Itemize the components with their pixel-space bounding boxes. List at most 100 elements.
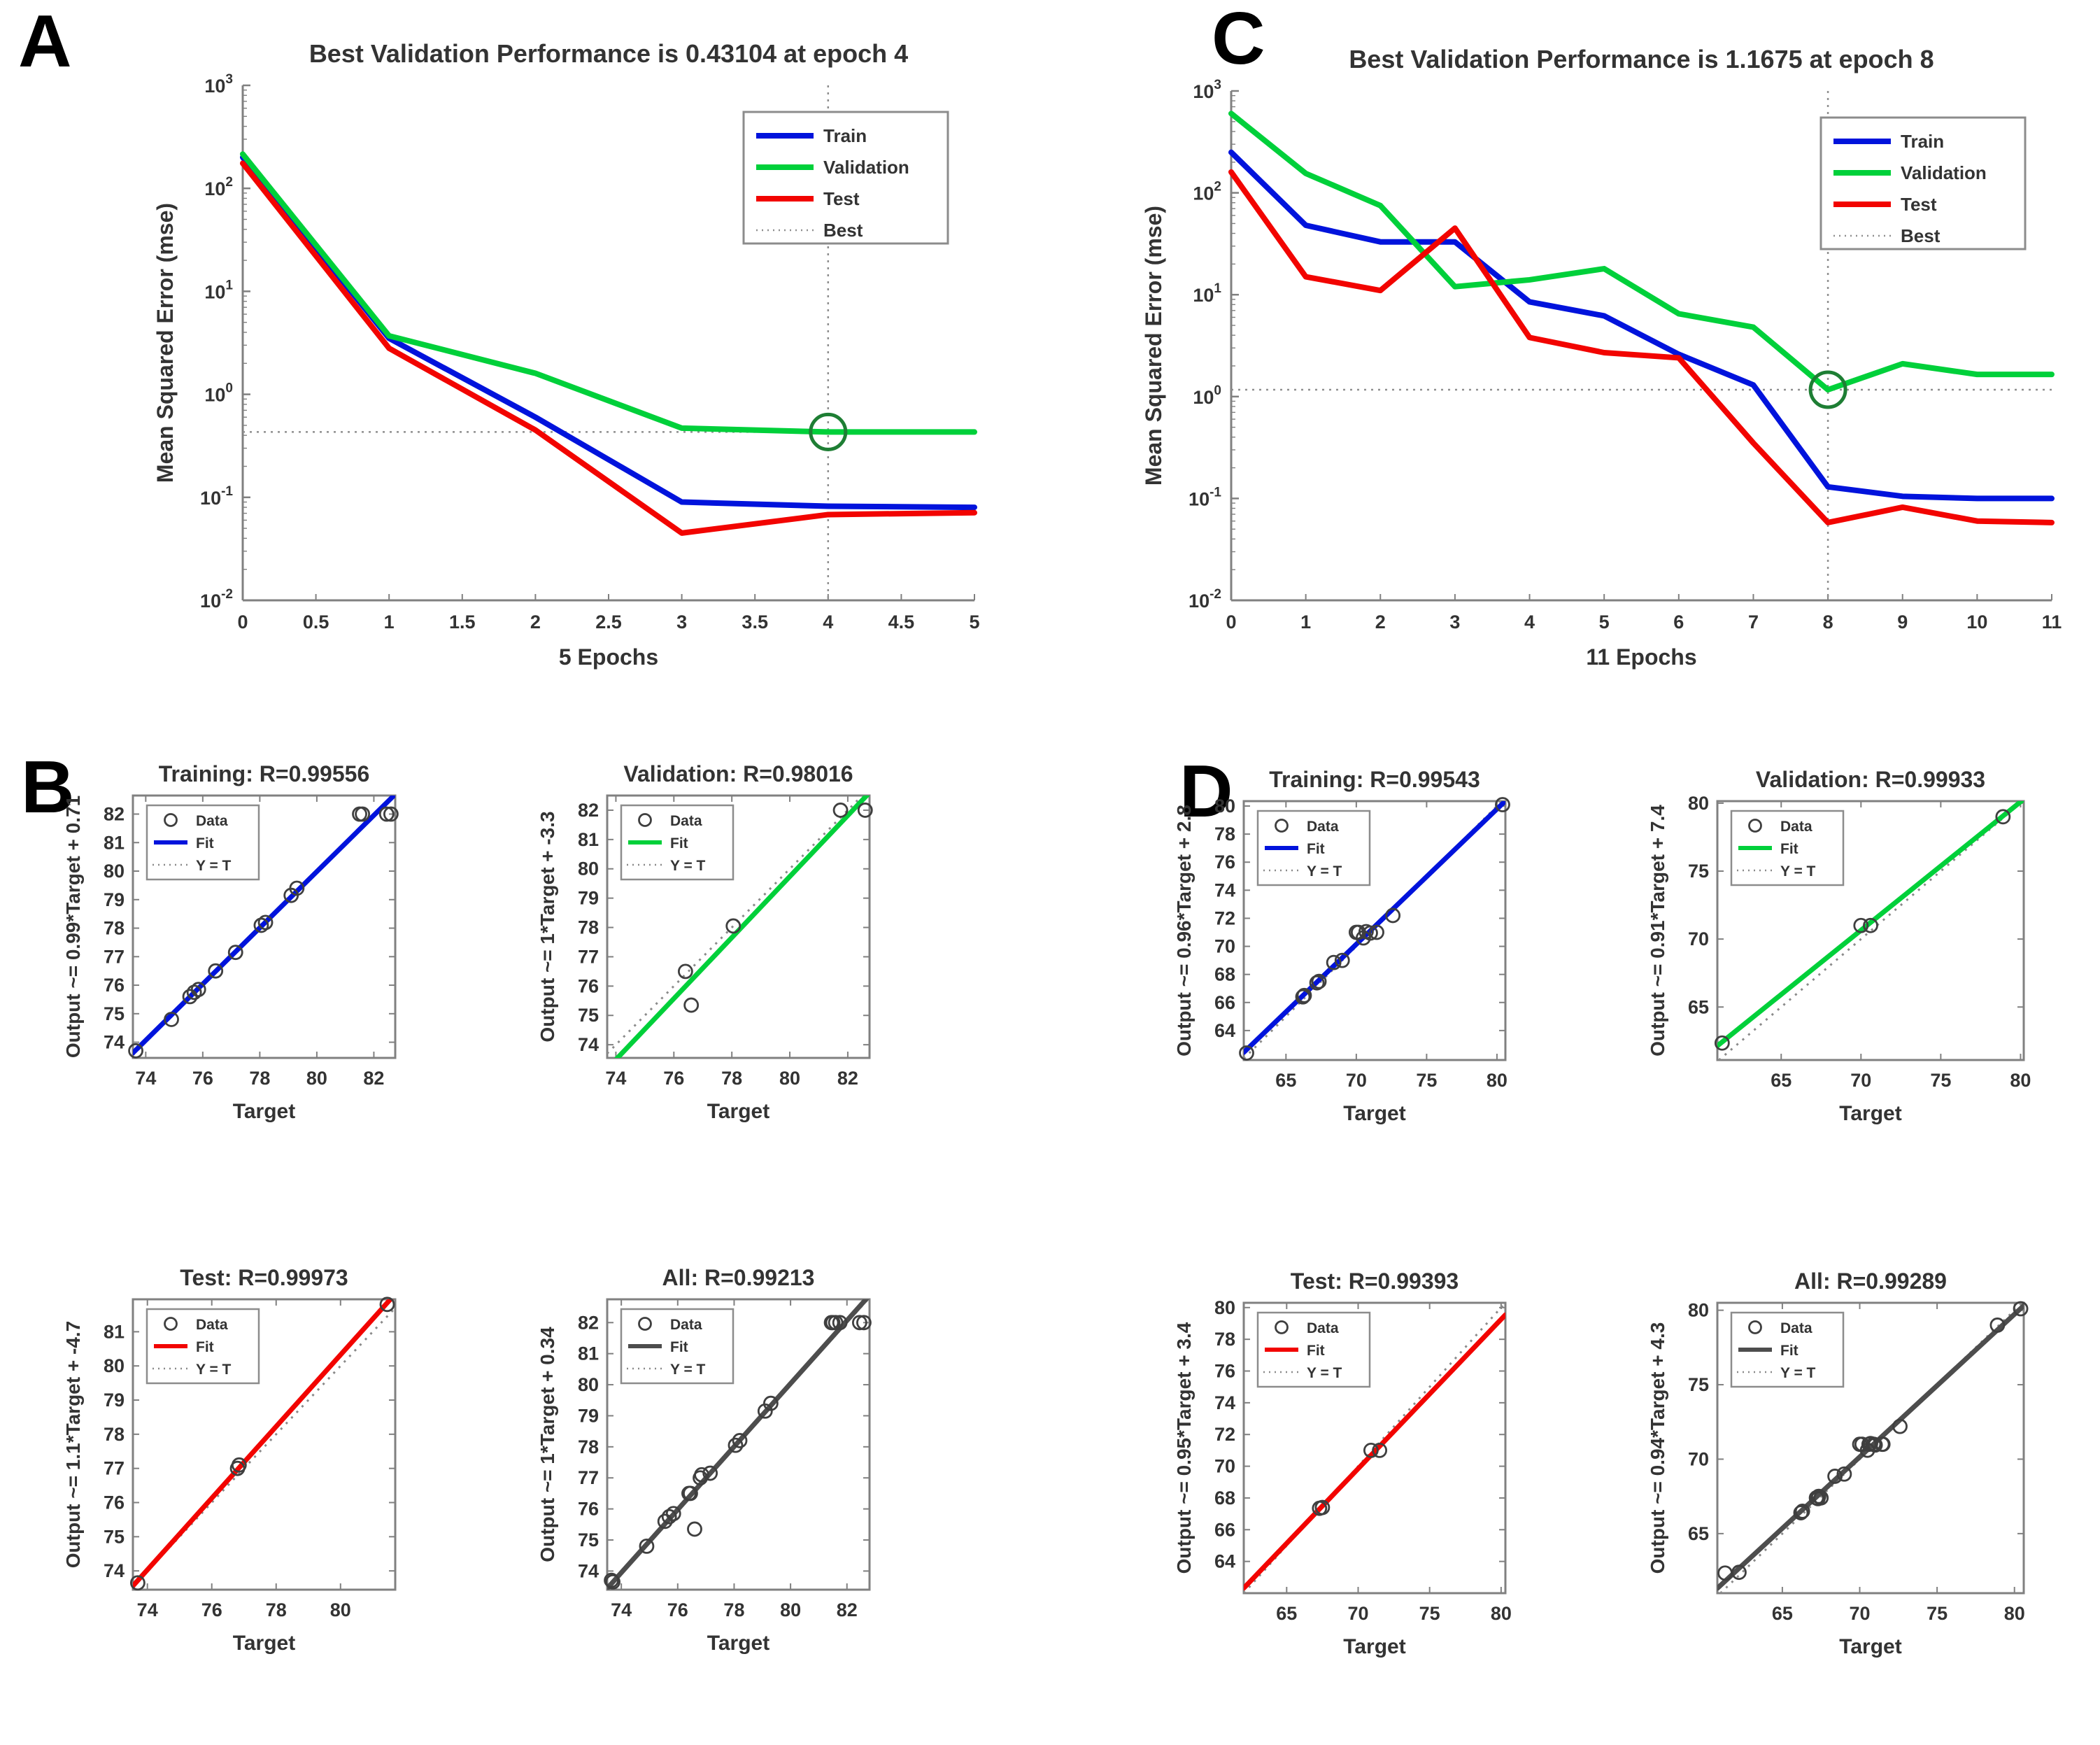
legend-label: Fit [1780,1343,1799,1359]
x-tick-label: 80 [330,1599,351,1620]
data-point-marker [832,803,849,818]
fit-line [1717,1303,2024,1591]
x-axis-label: 5 Epochs [559,644,658,670]
data-point-marker [231,1457,247,1473]
y-tick-label: 64 [1214,1020,1235,1041]
legend: Data Fit Y = T [620,804,735,881]
y-axis-label: Output ~= 0.91*Target + 7.4 [1647,805,1668,1057]
chart-title: All: R=0.99289 [1794,1269,1947,1294]
y-tick-label: 64 [1214,1551,1235,1572]
x-tick-label: 5 [969,612,979,633]
data-point-marker [257,914,274,931]
data-points [604,1315,872,1590]
y-axis-label: Mean Squared Error (mse) [1141,206,1166,486]
chart-d_validation: 65 70 75 80 65 70 75 80 Validation: R=0.99933 Tar… [1647,767,2031,1125]
y-tick-label: 10-2 [200,587,233,612]
y-tick-label: 78 [578,1436,599,1457]
data-points [130,1297,395,1591]
data-point-marker [379,1297,395,1313]
legend-label: Y = T [196,858,232,874]
data-point-marker [856,1315,872,1331]
data-point-marker [1989,1317,2006,1333]
y-tick-label: 82 [578,800,599,821]
y-tick-label: 80 [104,861,125,882]
data-point-marker [1717,1565,1733,1581]
x-tick-label: 7 [1748,612,1759,633]
legend-label: Train [823,125,867,146]
legend-label: Validation [1901,162,1987,183]
data-point-marker [665,1506,681,1522]
x-tick-label: 82 [363,1068,384,1089]
data-point-marker [725,918,742,934]
legend-label: Data [670,1317,702,1333]
y-tick-label: 10-1 [1189,485,1221,509]
x-tick-label: 1 [1300,612,1311,633]
x-tick-label: 3 [676,612,687,633]
x-axis-label: Target [707,1632,769,1655]
fit-line [1717,801,2024,1049]
x-tick-label: 65 [1772,1603,1793,1624]
y-tick-label: 77 [104,1458,125,1479]
x-tick-label: 5 [1599,612,1610,633]
y-axis-label: Output ~= 1.1*Target + -4.7 [62,1321,84,1568]
data-point-marker [1385,907,1401,924]
y-tick-label: 72 [1214,907,1235,928]
y-axis-label: Output ~= 0.94*Target + 4.3 [1647,1322,1668,1574]
data-point-marker [1311,973,1327,989]
fit-line [1244,1312,1505,1591]
panel-label-a: A [18,0,72,83]
x-tick-label: 9 [1897,612,1908,633]
y-tick-label: 103 [204,72,233,97]
data-point-marker [1995,809,2011,825]
panel-label-d: D [1179,750,1233,833]
series-line-validation [1228,111,2055,393]
legend-label: Test [823,188,860,209]
chart-title: Validation: R=0.99933 [1756,767,1985,792]
legend-label: Fit [1780,841,1799,857]
data-point-marker [1326,954,1342,970]
axes: 65 70 75 80 65 70 75 80 [1688,1300,2025,1624]
y-axis-label: Output ~= 1*Target + 0.34 [537,1327,558,1562]
y-tick-label: 79 [578,888,599,909]
data-point-marker [1334,952,1350,968]
legend-label: Fit [196,1339,214,1355]
data-point-marker [164,1012,179,1027]
chart-b_training: 74 76 78 80 82 74 75 76 77 78 79 80 81 82 Training: R=… [62,761,399,1123]
legend-label: Fit [1307,1343,1325,1359]
x-tick-label: 2 [530,612,541,633]
y-tick-label: 100 [1193,383,1221,408]
chart-d_training: 65 70 75 80 64 66 68 70 72 74 76 78 80 Training: R=0.… [1173,767,1510,1125]
y-tick-label: 76 [1214,1361,1235,1382]
legend-label: Y = T [1307,863,1342,879]
x-tick-label: 75 [1927,1603,1948,1624]
data-point-marker [1363,925,1378,941]
data-point-marker [702,1465,718,1481]
y-tick-label: 80 [578,859,599,879]
legend-label: Fit [670,1339,688,1355]
x-tick-label: 65 [1276,1603,1297,1624]
data-points [1312,1443,1388,1516]
plot-border [132,1298,397,1591]
y-tick-label: 68 [1214,964,1235,985]
axes: 74 76 78 80 82 74 75 76 77 78 79 80 81 82 [104,796,395,1089]
series-line-validation [240,151,977,435]
legend-label: Best [1901,225,1941,246]
data-point-marker [1731,1564,1747,1581]
y-axis-label: Output ~= 1*Target + -3.3 [537,811,558,1042]
x-tick-label: 82 [837,1068,858,1089]
x-tick-label: 76 [663,1068,684,1089]
y-tick-label: 74 [1214,879,1235,900]
x-tick-label: 80 [780,1599,801,1620]
fit-line [133,1299,394,1589]
y-tick-label: 75 [1688,1374,1709,1395]
y-tick-label: 75 [104,1003,125,1024]
y-tick-label: 80 [578,1374,599,1395]
legend-label: Y = T [1780,863,1816,879]
x-tick-label: 74 [605,1068,626,1089]
legend-label: Y = T [196,1362,232,1378]
data-point-marker [1867,1437,1883,1453]
legend-label: Data [1780,1320,1812,1336]
y-tick-label: 78 [1214,824,1235,845]
plot-border [1716,1301,2025,1595]
y-tick-label: 77 [578,946,599,967]
